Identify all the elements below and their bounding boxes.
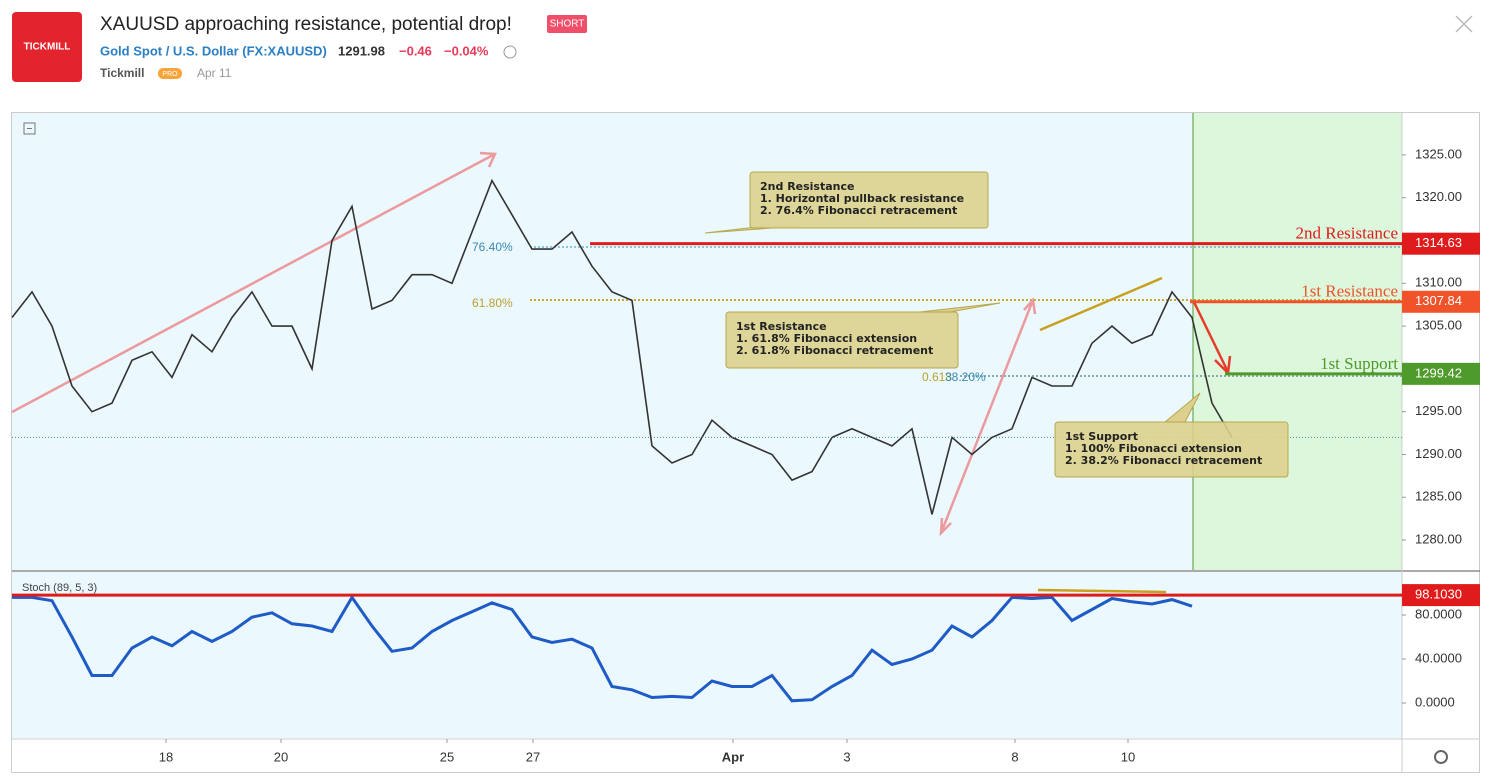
callout-box	[1054, 421, 1289, 478]
divergence-line	[1039, 276, 1163, 332]
close-button[interactable]	[1455, 15, 1473, 33]
callout-text: 1. 61.8% Fibonacci extension	[736, 332, 917, 345]
level-tag	[1402, 584, 1480, 607]
level-name: 1st Resistance	[1301, 282, 1398, 301]
x-tick-label: 25	[440, 749, 454, 764]
symbol[interactable]: Gold Spot / U.S. Dollar (FX:XAUUSD)	[100, 43, 327, 58]
change-pct: −0.04%	[444, 43, 489, 58]
callout-box	[725, 311, 959, 369]
stoch-pane	[12, 572, 1402, 738]
series-line	[11, 178, 1233, 515]
level-name: 1st Support	[1320, 354, 1398, 373]
pro-badge-text: PRO	[162, 71, 178, 78]
logo-text: TICKMILL	[24, 42, 71, 53]
level-name: 2nd Resistance	[1296, 224, 1398, 243]
level-tag	[1402, 232, 1480, 255]
idea-title: XAUUSD approaching resistance, potential…	[100, 14, 512, 35]
y-tick-label: 0.0000	[1415, 694, 1455, 709]
callout-box	[749, 171, 989, 229]
series-line	[12, 594, 1193, 703]
short-badge-text: SHORT	[550, 19, 585, 30]
y-tick-label: 1295.00	[1415, 403, 1462, 418]
level-tag-label: 1307.84	[1415, 293, 1462, 308]
trend-arrow	[11, 151, 497, 414]
callout-pointer	[919, 302, 1001, 313]
logo[interactable]	[12, 12, 82, 82]
y-tick-label: 1320.00	[1415, 189, 1462, 204]
alarm-icon[interactable]	[503, 45, 517, 59]
change: −0.46	[399, 43, 432, 58]
fib-label: 38.20%	[945, 370, 986, 384]
price: 1291.98	[338, 43, 385, 58]
callout-pointer	[1164, 392, 1201, 423]
callout-text: 2. 61.8% Fibonacci retracement	[736, 344, 933, 357]
x-tick-label: 3	[843, 749, 850, 764]
level-tag	[1402, 290, 1480, 313]
collapse-button[interactable]	[23, 122, 36, 135]
fib-label: 61.80%	[472, 296, 513, 310]
callout-text: 1st Support	[1065, 430, 1138, 443]
x-tick-label: 18	[159, 749, 173, 764]
trend-arrow	[939, 297, 1037, 537]
callout-text: 1. Horizontal pullback resistance	[760, 192, 964, 205]
level-tag-label: 98.1030	[1415, 587, 1462, 602]
pro-badge	[158, 68, 182, 79]
fib-label: 76.40%	[472, 240, 513, 254]
x-tick-label: 27	[526, 749, 540, 764]
y-tick-label: 1280.00	[1415, 531, 1462, 546]
level-tag	[1402, 362, 1480, 385]
level-tag-label: 1314.63	[1415, 235, 1462, 250]
callout-text: 2. 76.4% Fibonacci retracement	[760, 204, 957, 217]
fib-label: 0.618	[922, 370, 952, 384]
settings-button[interactable]	[1434, 750, 1448, 764]
y-tick-label: 1290.00	[1415, 446, 1462, 461]
frame	[11, 112, 1480, 773]
price-pane	[12, 113, 1402, 570]
indicator-title: Stoch (89, 5, 3)	[22, 582, 97, 594]
y-tick-label: 1325.00	[1415, 146, 1462, 161]
x-tick-label: 8	[1011, 749, 1018, 764]
y-tick-label: 1305.00	[1415, 318, 1462, 333]
short-badge	[547, 15, 587, 33]
callout-text: 2. 38.2% Fibonacci retracement	[1065, 454, 1262, 467]
divergence-line	[1037, 588, 1167, 594]
date: Apr 11	[197, 66, 232, 80]
y-tick-label: 1310.00	[1415, 275, 1462, 290]
y-tick-label: 1285.00	[1415, 489, 1462, 504]
forecast-zone	[1193, 113, 1402, 570]
author[interactable]: Tickmill	[100, 66, 144, 80]
callout-text: 1st Resistance	[736, 320, 827, 333]
y-tick-label: 40.0000	[1415, 650, 1462, 665]
x-tick-label: 10	[1121, 749, 1135, 764]
level-tag-label: 1299.42	[1415, 365, 1462, 380]
x-tick-label: 20	[274, 749, 288, 764]
callout-text: 2nd Resistance	[760, 180, 854, 193]
y-tick-label: 80.0000	[1415, 606, 1462, 621]
x-tick-label: Apr	[722, 749, 744, 764]
callout-text: 1. 100% Fibonacci extension	[1065, 442, 1242, 455]
